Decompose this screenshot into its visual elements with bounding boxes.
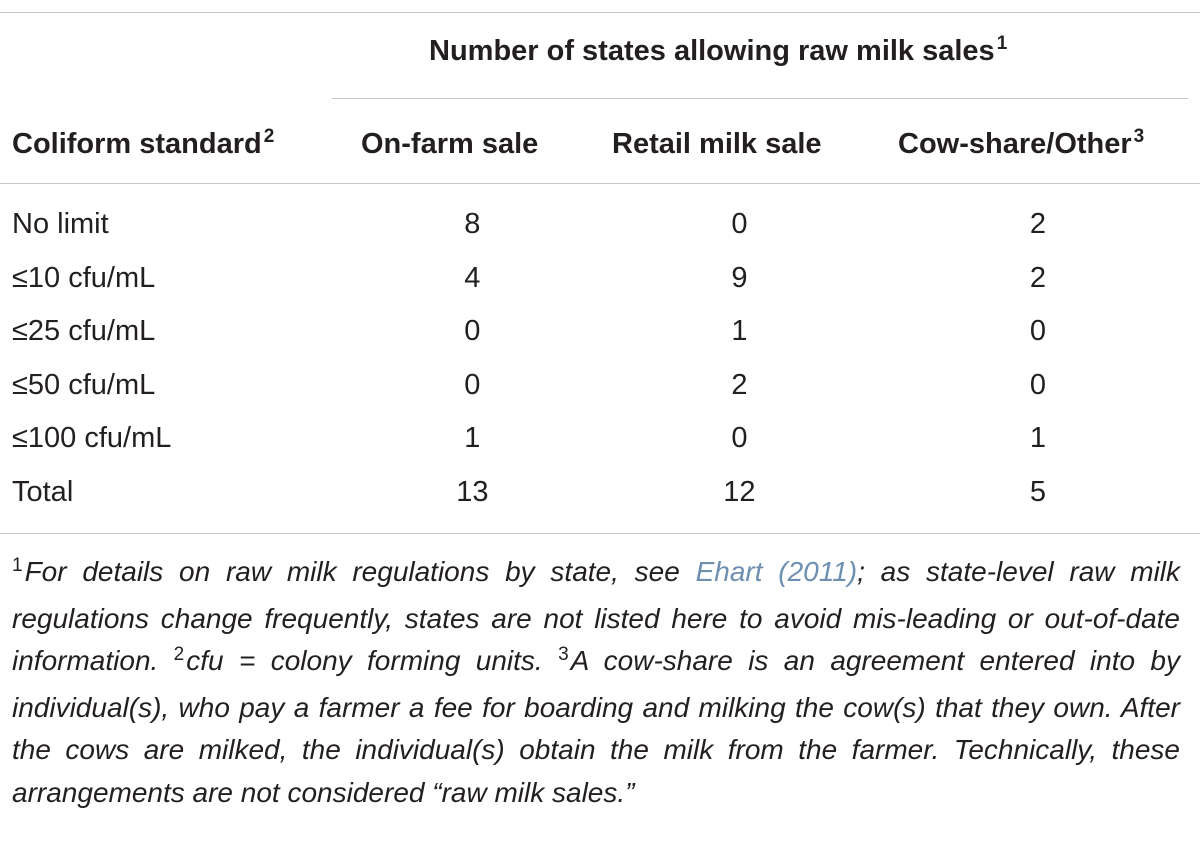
cell-cow-share: 0	[1029, 315, 1046, 348]
footnote-marker-1: 1	[12, 555, 23, 576]
cell-on-farm: 4	[464, 261, 481, 294]
cell-retail: 1	[731, 315, 748, 348]
column-header-label: On-farm sale	[361, 128, 539, 160]
footnote-text-2: cfu = colony forming units.	[186, 645, 559, 676]
table-row: ≤50 cfu/mL 0 2 0	[0, 359, 1200, 413]
row-label: ≤10 cfu/mL	[12, 261, 156, 294]
spanner-header-text: Number of states allowing raw milk sales	[429, 35, 995, 67]
table-row-total: Total 13 12 5	[0, 466, 1200, 520]
footnote-text-1: For details on raw milk regulations by s…	[24, 556, 696, 587]
column-header-label: Coliform standard	[12, 128, 262, 160]
column-header-retail-milk-sale: Retail milk sale	[612, 127, 822, 161]
row-label: ≤25 cfu/mL	[12, 315, 156, 348]
footnote-marker-3: 3	[558, 644, 569, 665]
cell-cow-share: 0	[1029, 368, 1046, 401]
cell-retail: 12	[723, 475, 756, 508]
row-label: ≤50 cfu/mL	[12, 368, 156, 401]
cell-retail: 0	[731, 422, 748, 455]
table-footnotes: 1For details on raw milk regulations by …	[12, 551, 1180, 814]
spanner-rule	[332, 98, 1188, 99]
cell-on-farm: 0	[464, 368, 481, 401]
top-rule	[0, 12, 1200, 13]
row-label: ≤100 cfu/mL	[12, 422, 172, 455]
cell-retail: 2	[731, 368, 748, 401]
cell-cow-share: 2	[1029, 208, 1046, 240]
cell-on-farm: 13	[456, 475, 489, 508]
header-rule	[0, 183, 1200, 184]
column-header-coliform-standard: Coliform standard 2	[12, 126, 275, 165]
cell-cow-share: 2	[1029, 261, 1046, 294]
cell-on-farm: 8	[464, 208, 481, 240]
footnote-text-1-cont: ; as state-level raw milk regulations ch…	[12, 556, 1181, 676]
bottom-rule	[0, 533, 1200, 534]
cell-retail: 9	[731, 261, 748, 294]
column-header-cow-share-other: Cow-share/Other 3	[898, 126, 1145, 165]
footnote-text-3: A cow-share is an agreement entered into…	[12, 645, 1180, 808]
footnote-marker-2: 2	[173, 644, 185, 665]
column-header-label: Retail milk sale	[612, 128, 822, 160]
cell-cow-share: 5	[1029, 475, 1046, 508]
table-row: No limit 8 0 2	[0, 198, 1200, 252]
table-row: ≤25 cfu/mL 0 1 0	[0, 305, 1200, 359]
cell-on-farm: 1	[464, 422, 481, 455]
cell-retail: 0	[731, 208, 748, 240]
cell-cow-share: 1	[1029, 422, 1046, 455]
column-header-footnote-marker: 3	[1133, 126, 1145, 147]
column-header-label: Cow-share/Other	[898, 128, 1132, 160]
cell-on-farm: 0	[464, 315, 481, 348]
spanner-footnote-marker: 1	[996, 33, 1008, 54]
column-header-footnote-marker: 2	[263, 126, 275, 147]
row-label: No limit	[12, 208, 109, 240]
spanner-header: Number of states allowing raw milk sales…	[429, 33, 1008, 72]
table-row: ≤100 cfu/mL 1 0 1	[0, 412, 1200, 466]
table-row: ≤10 cfu/mL 4 9 2	[0, 252, 1200, 306]
data-table: No limit 8 0 2 ≤10 cfu/mL 4 9 2 ≤25 cfu/…	[0, 198, 1200, 520]
row-label: Total	[12, 475, 74, 508]
citation-link[interactable]: Ehart (2011)	[695, 556, 858, 587]
column-header-on-farm-sale: On-farm sale	[361, 127, 538, 161]
